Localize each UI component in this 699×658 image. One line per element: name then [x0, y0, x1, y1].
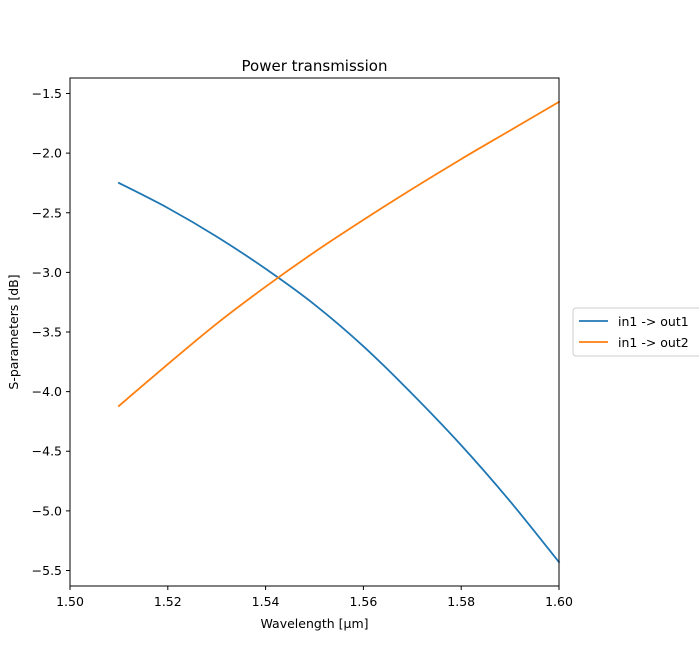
legend: in1 -> out1 in1 -> out2 [572, 307, 699, 357]
x-tick-label: 1.56 [349, 594, 377, 609]
legend-label-out1: in1 -> out1 [618, 314, 689, 329]
x-axis-ticks: 1.50 1.52 1.54 1.56 1.58 1.60 [56, 586, 573, 609]
y-tick-label: −2.5 [32, 205, 62, 220]
chart-title: Power transmission [242, 57, 388, 75]
plot-background [70, 78, 559, 586]
x-axis-label: Wavelength [μm] [260, 616, 368, 631]
y-tick-label: −2.0 [32, 146, 62, 161]
x-tick-label: 1.60 [545, 594, 573, 609]
y-tick-label: −3.0 [32, 265, 62, 280]
x-tick-label: 1.52 [154, 594, 182, 609]
y-axis-label: S-parameters [dB] [6, 274, 21, 389]
x-tick-label: 1.58 [447, 594, 475, 609]
y-tick-label: −4.5 [32, 444, 62, 459]
y-tick-label: −1.5 [32, 86, 62, 101]
x-tick-label: 1.54 [252, 594, 280, 609]
series-layer [117, 100, 561, 564]
y-tick-label: −5.5 [32, 563, 62, 578]
y-axis-ticks: −1.5 −2.0 −2.5 −3.0 −3.5 −4.0 −4.5 −5.0 −5.5 [32, 86, 70, 578]
plot-area [69, 77, 561, 587]
series-line-out2 [117, 100, 561, 408]
legend-label-out2: in1 -> out2 [618, 335, 689, 350]
y-tick-label: −3.5 [32, 325, 62, 340]
x-tick-label: 1.50 [56, 594, 84, 609]
legend-box [572, 307, 699, 357]
y-tick-label: −4.0 [32, 384, 62, 399]
series-line-out1 [117, 181, 561, 564]
y-tick-label: −5.0 [32, 503, 62, 518]
